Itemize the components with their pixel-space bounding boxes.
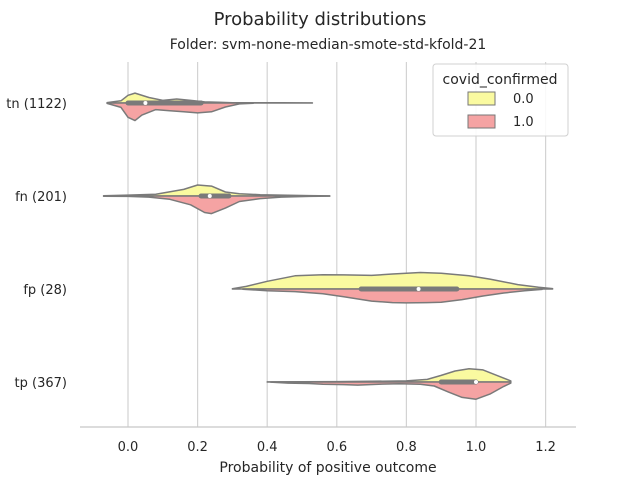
legend-swatch-0 — [467, 91, 496, 106]
violin-0 — [106, 92, 314, 122]
x-tick-label-6: 1.2 — [535, 440, 556, 455]
violin-2 — [231, 271, 554, 304]
legend: covid_confirmed 0.0 1.0 — [432, 63, 569, 137]
violin-2-median — [416, 287, 421, 291]
legend-swatch-1 — [467, 114, 496, 129]
legend-title: covid_confirmed — [443, 72, 558, 88]
legend-label-0: 0.0 — [513, 92, 534, 107]
legend-label-1: 1.0 — [513, 115, 534, 130]
x-axis-label: Probability of positive outcome — [219, 460, 436, 476]
violin-3-half-1 — [269, 381, 512, 400]
violin-3-median — [474, 380, 478, 384]
y-category-label-3: tp (367) — [15, 376, 67, 391]
violin-1 — [102, 184, 331, 215]
violin-2-half-0 — [231, 271, 554, 290]
x-tick-label-1: 0.2 — [187, 440, 208, 455]
x-tick-label-2: 0.4 — [257, 440, 278, 455]
chart-title: Probability distributions — [214, 9, 427, 30]
violin-0-half-1 — [106, 102, 255, 122]
x-tick-labels: 0.0 0.2 0.4 0.6 0.8 1.0 1.2 — [118, 440, 556, 455]
y-category-label-2: fp (28) — [23, 283, 67, 298]
violins — [102, 92, 554, 400]
violin-3 — [266, 368, 512, 400]
y-category-label-1: fn (201) — [15, 190, 67, 205]
violin-2-half-1 — [242, 288, 543, 304]
x-tick-label-3: 0.6 — [326, 440, 347, 455]
x-tick-label-0: 0.0 — [118, 440, 139, 455]
violin-1-half-1 — [102, 195, 331, 215]
violin-0-median — [143, 101, 148, 105]
x-tick-label-4: 0.8 — [396, 440, 417, 455]
chart-subtitle: Folder: svm-none-median-smote-std-kfold-… — [170, 37, 487, 53]
legend-frame — [432, 63, 569, 137]
violin-1-median — [207, 194, 212, 198]
x-tick-label-5: 1.0 — [466, 440, 487, 455]
y-category-labels: tn (1122) fn (201) fp (28) tp (367) — [6, 97, 67, 391]
y-category-label-0: tn (1122) — [6, 97, 67, 112]
